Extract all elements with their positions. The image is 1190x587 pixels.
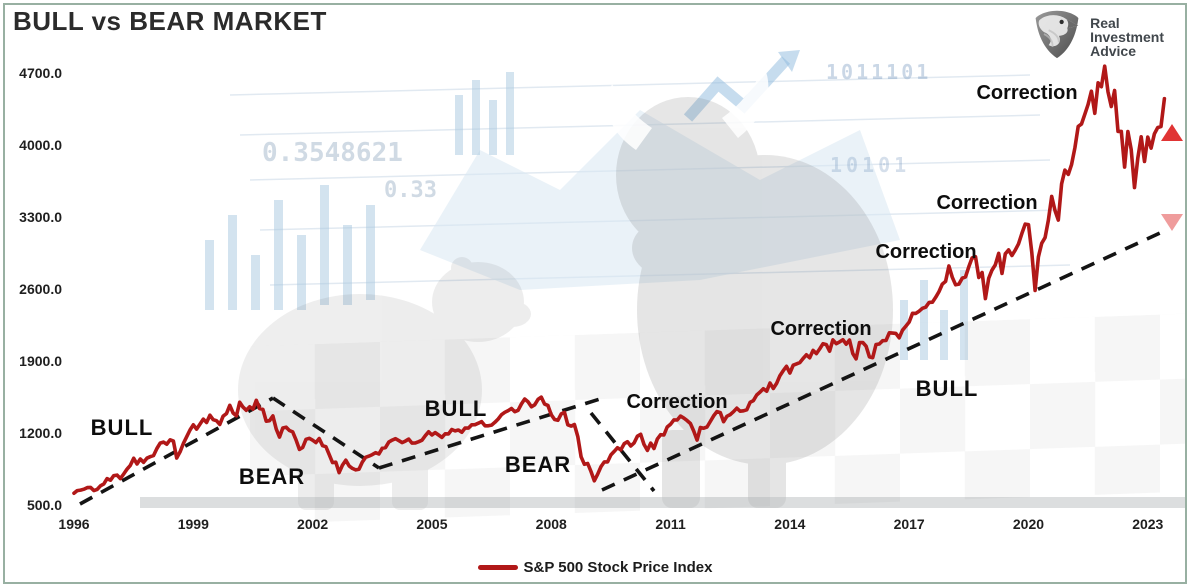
- y-axis-tick-label: 2600.0: [19, 281, 62, 297]
- background-floor-edge: [140, 497, 1186, 508]
- annotation-correction: Correction: [626, 391, 727, 413]
- annotation-correction: Correction: [875, 241, 976, 263]
- x-axis-tick-label: 2005: [416, 516, 447, 532]
- y-axis-tick-label: 4700.0: [19, 65, 62, 81]
- sp500-price-line: [72, 64, 1167, 495]
- background-map-shape: [420, 110, 900, 290]
- page-title: BULL vs BEAR MARKET: [13, 6, 327, 36]
- annotation-bull: BULL: [425, 396, 488, 421]
- annotation-correction: Correction: [976, 82, 1077, 104]
- x-axis-tick-label: 2023: [1132, 516, 1163, 532]
- background-number-watermark: 0.33: [384, 178, 437, 203]
- brand-logo: Real Investment Advice: [1031, 8, 1164, 65]
- brand-line-2: Investment: [1090, 28, 1164, 45]
- trend-dashed-line: [378, 397, 601, 470]
- eagle-logo-icon: [1031, 8, 1083, 65]
- trend-dashed-line: [601, 231, 1161, 492]
- y-axis-tick-label: 1900.0: [19, 353, 62, 369]
- x-axis-tick-label: 2014: [774, 516, 805, 532]
- range-arrow-head-down: [1161, 214, 1183, 231]
- x-axis-tick-label: 2011: [655, 516, 686, 532]
- annotation-bear: BEAR: [239, 464, 305, 489]
- range-arrow-head-up: [1161, 124, 1183, 141]
- background-binary-watermark: 1011101: [826, 60, 932, 84]
- legend-line-swatch: [477, 565, 518, 570]
- annotation-bull: BULL: [91, 415, 154, 440]
- background-binary-watermark: 10101: [830, 153, 911, 177]
- trend-dashed-line: [79, 396, 274, 506]
- y-axis-tick-label: 4000.0: [19, 137, 62, 153]
- x-axis-tick-label: 2017: [894, 516, 925, 532]
- annotation-correction: Correction: [770, 318, 871, 340]
- trend-dashed-line: [272, 396, 380, 470]
- legend-label: S&P 500 Stock Price Index: [523, 559, 713, 576]
- annotation-correction: Correction: [936, 192, 1037, 214]
- x-axis-tick-label: 1996: [58, 516, 89, 532]
- y-axis-tick-label: 1200.0: [19, 425, 62, 441]
- background-candlesticks: [205, 72, 968, 360]
- background-bear-image: [238, 257, 531, 510]
- trend-dashed-line: [589, 411, 656, 493]
- y-axis-tick-label: 500.0: [27, 497, 62, 513]
- x-axis-tick-label: 2008: [536, 516, 567, 532]
- y-axis-tick-label: 3300.0: [19, 209, 62, 225]
- brand-line-1: Real: [1090, 14, 1120, 31]
- x-axis-tick-label: 2020: [1013, 516, 1044, 532]
- chart-legend: S&P 500 Stock Price Index: [0, 559, 1190, 576]
- brand-name: Real Investment Advice: [1090, 16, 1164, 58]
- annotation-bear: BEAR: [505, 452, 571, 477]
- x-axis-tick-label: 2002: [297, 516, 328, 532]
- background-number-watermark: 0.3548621: [262, 138, 403, 168]
- x-axis-tick-label: 1999: [178, 516, 209, 532]
- brand-line-3: Advice: [1090, 42, 1136, 59]
- annotation-bull: BULL: [916, 376, 979, 401]
